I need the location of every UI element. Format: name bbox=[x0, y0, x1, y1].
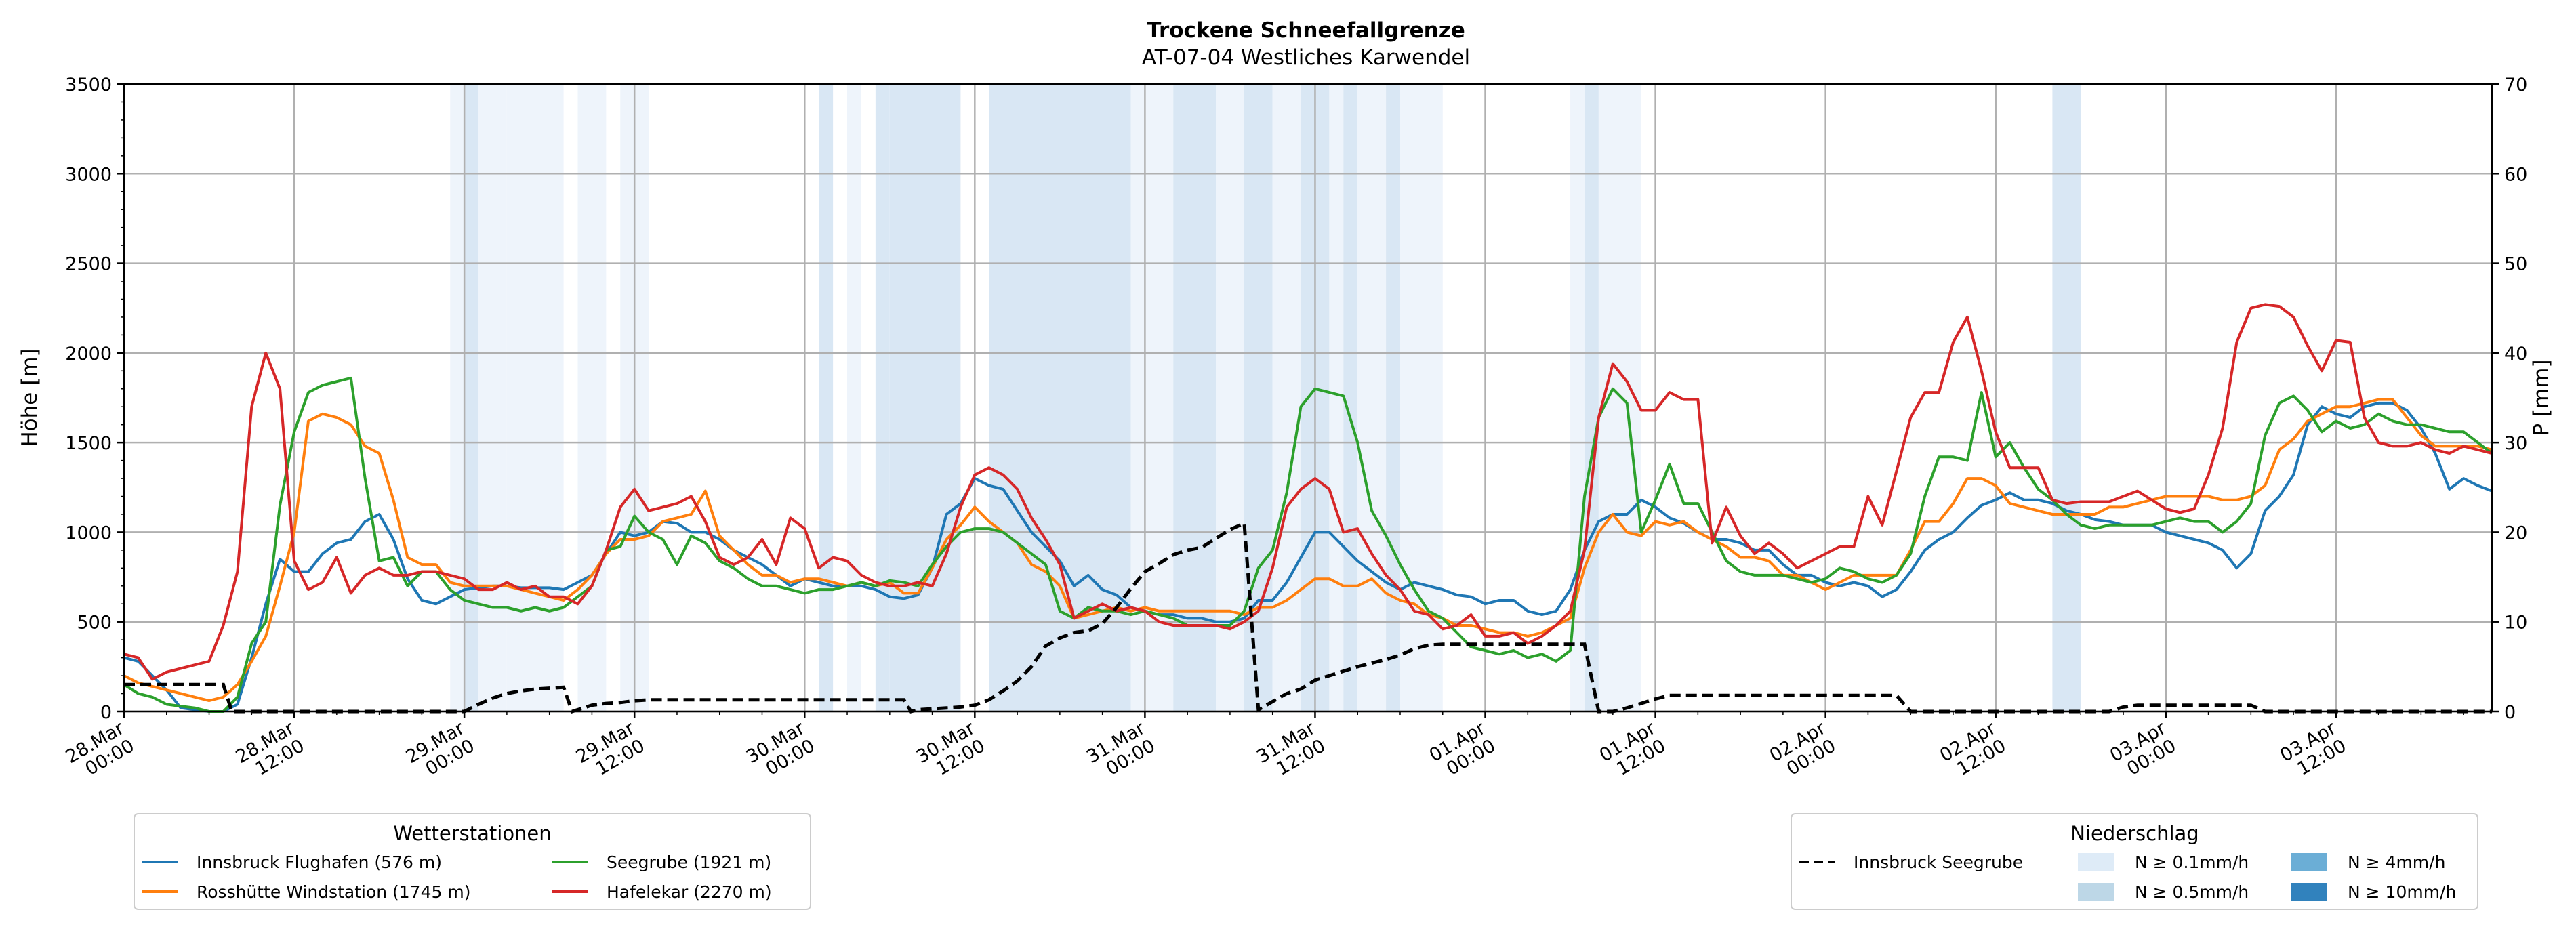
series-line-2 bbox=[123, 376, 2493, 713]
legend-swatch-n01 bbox=[2078, 853, 2114, 871]
legend-label-hafelekar: Hafelekar (2270 m) bbox=[607, 882, 772, 902]
legend-label-n4: N ≥ 4mm/h bbox=[2348, 852, 2445, 872]
y2-tick-label-0: 0 bbox=[2504, 702, 2516, 723]
y-tick-label-1: 500 bbox=[77, 613, 112, 634]
precip-band-8 bbox=[875, 84, 890, 711]
legend-label-innsbruck-flughafen: Innsbruck Flughafen (576 m) bbox=[197, 852, 442, 872]
precip-band-21 bbox=[1386, 84, 1400, 711]
precip-band-7 bbox=[847, 84, 861, 711]
legend-label-rosshuette: Rosshütte Windstation (1745 m) bbox=[197, 882, 470, 902]
legend-label-innsbruck-seegrube: Innsbruck Seegrube bbox=[1854, 852, 2023, 872]
y-tick-label-2: 1000 bbox=[65, 522, 112, 543]
y-tick-label-4: 2000 bbox=[65, 344, 112, 365]
precip-band-12 bbox=[1130, 84, 1174, 711]
legend-swatch-n10 bbox=[2291, 883, 2327, 901]
y-tick-label-6: 3000 bbox=[65, 164, 112, 185]
legend-label-n01: N ≥ 0.1mm/h bbox=[2135, 852, 2249, 872]
legend-swatch-n4 bbox=[2291, 853, 2327, 871]
precip-band-18 bbox=[1329, 84, 1344, 711]
precipitation-line bbox=[124, 520, 2492, 714]
precip-band-0 bbox=[450, 84, 465, 711]
y2-tick-label-1: 10 bbox=[2504, 613, 2527, 634]
legend-label-seegrube: Seegrube (1921 m) bbox=[607, 852, 771, 872]
y2-tick-label-6: 60 bbox=[2504, 164, 2527, 185]
y-tick-label-3: 1500 bbox=[65, 433, 112, 454]
precip-band-3 bbox=[506, 84, 564, 711]
chart-subtitle: AT-07-04 Westliches Karwendel bbox=[1142, 45, 1470, 70]
y-tick-label-7: 3500 bbox=[65, 75, 112, 96]
precip-band-23 bbox=[1570, 84, 1585, 711]
legend-label-n05: N ≥ 0.5mm/h bbox=[2135, 882, 2249, 902]
precip-band-9 bbox=[889, 84, 961, 711]
plot-frame bbox=[123, 83, 2493, 713]
legend-label-n10: N ≥ 10mm/h bbox=[2348, 882, 2456, 902]
legend-stations: Wetterstationen Innsbruck Flughafen (576… bbox=[134, 813, 811, 910]
precip-band-26 bbox=[2052, 84, 2081, 711]
legend-swatch-n05 bbox=[2078, 883, 2114, 901]
y-axis-ticks: 0 500 1000 1500 2000 2500 3000 3500 bbox=[65, 75, 124, 723]
precip-band-22 bbox=[1399, 84, 1443, 711]
series-line-3 bbox=[123, 303, 2493, 681]
legend-precip-title: Niederschlag bbox=[2070, 822, 2199, 845]
precip-band-2 bbox=[478, 84, 507, 711]
y2-tick-label-3: 30 bbox=[2504, 433, 2527, 454]
y2-axis-label: P [mm] bbox=[2529, 359, 2554, 436]
precip-band-20 bbox=[1357, 84, 1387, 711]
precip-band-19 bbox=[1343, 84, 1358, 711]
precip-line-innsbruck-seegrube bbox=[124, 520, 2492, 714]
y2-axis-ticks: 0 10 20 30 40 50 60 70 bbox=[2492, 75, 2527, 723]
precip-band-16 bbox=[1272, 84, 1301, 711]
precip-band-14 bbox=[1216, 84, 1244, 711]
y-axis-label: Höhe [m] bbox=[18, 348, 42, 447]
y-tick-label-5: 2500 bbox=[65, 254, 112, 275]
legend-precipitation: Niederschlag Innsbruck Seegrube N ≥ 0.1m… bbox=[1791, 813, 2478, 910]
y-tick-label-0: 0 bbox=[100, 702, 112, 723]
precip-band-6 bbox=[819, 84, 834, 711]
precip-band-13 bbox=[1173, 84, 1217, 711]
chart-title: Trockene Schneefallgrenze bbox=[1147, 18, 1465, 43]
y2-tick-label-2: 20 bbox=[2504, 522, 2527, 543]
station-lines bbox=[123, 303, 2493, 713]
x-tick-label-2: 29.Mar00:00 bbox=[403, 718, 479, 785]
legend-stations-title: Wetterstationen bbox=[393, 822, 551, 845]
y2-tick-label-4: 40 bbox=[2504, 344, 2527, 365]
legend-stations-box bbox=[134, 813, 811, 910]
y2-tick-label-7: 70 bbox=[2504, 75, 2527, 96]
precip-band-24 bbox=[1584, 84, 1599, 711]
precip-band-4 bbox=[577, 84, 607, 711]
precip-band-1 bbox=[464, 84, 479, 711]
y2-tick-label-5: 50 bbox=[2504, 254, 2527, 275]
